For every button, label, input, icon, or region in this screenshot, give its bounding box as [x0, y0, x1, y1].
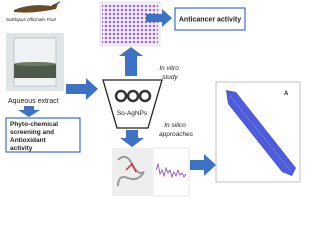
plot-label: A	[284, 91, 289, 97]
arrow	[66, 78, 98, 100]
np-label: So-AgNPs	[117, 110, 148, 117]
anticancer-box	[174, 7, 246, 31]
arrow	[119, 47, 143, 76]
in-vitro-label: In vitro study	[159, 65, 180, 81]
phyto-label: Phyto-chemical screening and Antioxidant…	[10, 121, 60, 152]
funnel	[102, 79, 163, 129]
in-silico-label: In silico approaches	[159, 122, 194, 138]
anticancer-label: Anticancer activity	[179, 17, 241, 24]
fruit-label: Solidopus officinalis Fruit	[6, 17, 57, 22]
nanoparticle-rings	[114, 89, 152, 103]
phyto-box	[5, 117, 81, 153]
beaker-image	[6, 33, 64, 91]
docking-image	[112, 147, 190, 197]
plot-image	[215, 81, 301, 183]
graphical-abstract: Solidopus officinalis Fruit Aqueous extr…	[5, 1, 301, 197]
arrow	[146, 9, 172, 27]
well-dots	[102, 4, 158, 44]
extract-label: Aqueous extract	[8, 98, 59, 105]
arrow	[18, 106, 40, 117]
arrow	[190, 154, 216, 176]
arrow	[120, 130, 144, 147]
fruit-image	[14, 1, 61, 13]
